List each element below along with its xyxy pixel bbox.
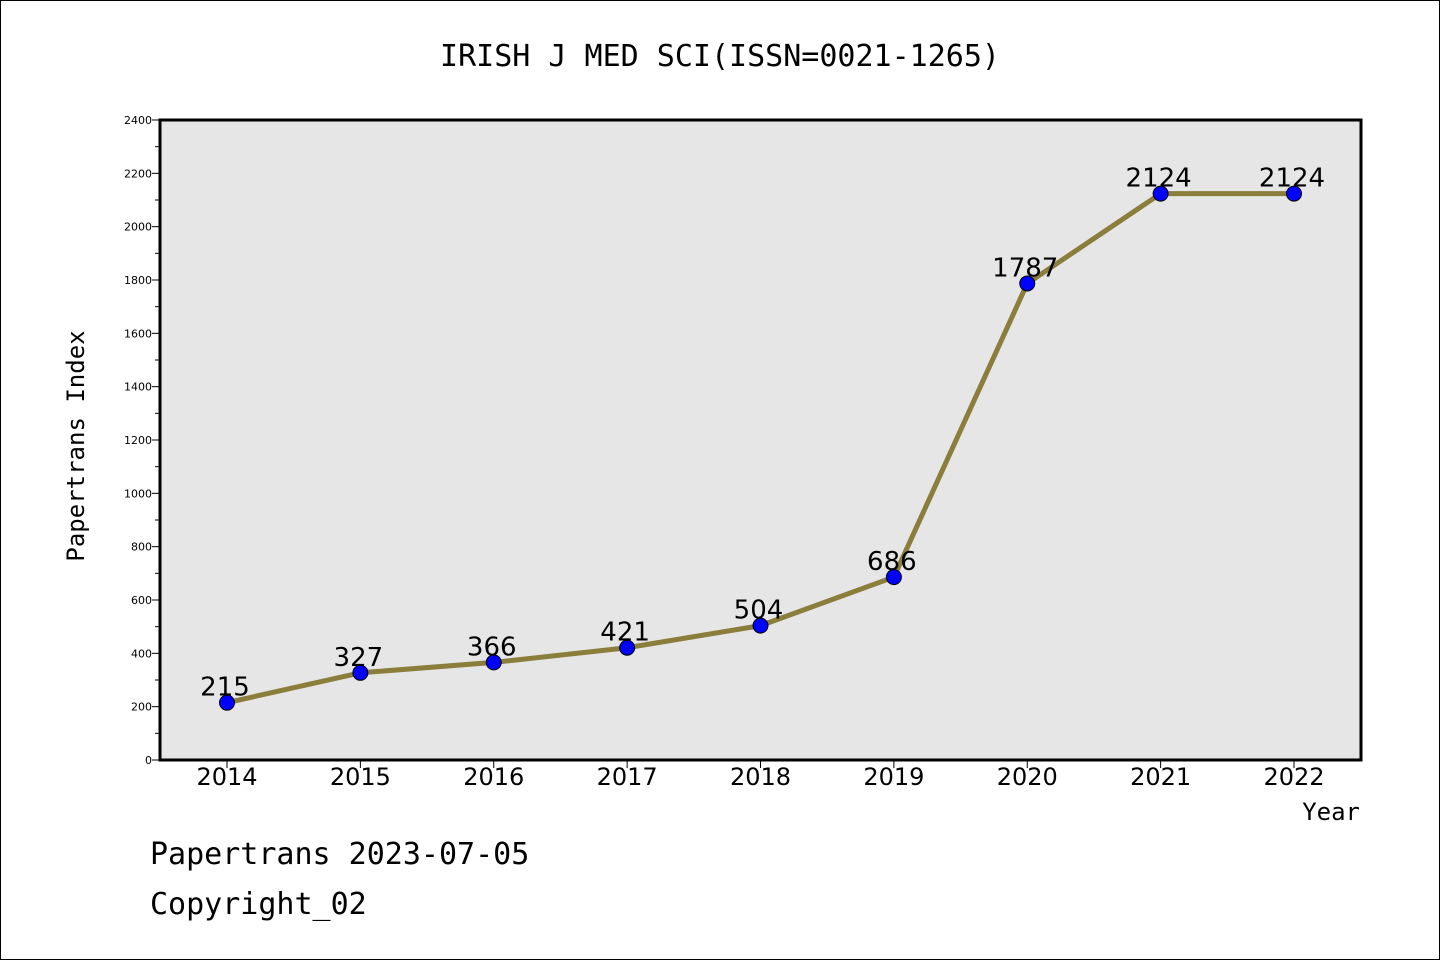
x-tick-label: 2022 bbox=[1263, 763, 1324, 791]
y-tick-label: 0 bbox=[145, 754, 152, 767]
footer-date: Papertrans 2023-07-05 bbox=[150, 837, 529, 872]
data-labels: 215 327 366 421 504 686 1787 2124 2124 bbox=[200, 164, 1325, 703]
data-label: 327 bbox=[334, 643, 384, 673]
x-tick-label: 2021 bbox=[1130, 763, 1191, 791]
data-point bbox=[352, 664, 369, 681]
y-tick-label: 2200 bbox=[124, 167, 152, 180]
y-axis-label: Papertrans Index bbox=[62, 330, 90, 561]
data-label: 215 bbox=[200, 673, 250, 703]
chart-title: IRISH J MED SCI(ISSN=0021-1265) bbox=[440, 39, 1000, 74]
data-point bbox=[1286, 185, 1302, 202]
x-tick-label: 2014 bbox=[196, 763, 257, 791]
y-tick-label: 1600 bbox=[124, 327, 152, 340]
y-tick-label: 400 bbox=[131, 647, 152, 660]
y-axis: 0 200 400 600 800 1000 1200 1400 1600 1800 2000 220… bbox=[124, 114, 160, 767]
plot-area bbox=[158, 118, 1363, 762]
data-point bbox=[219, 694, 235, 711]
data-label: 421 bbox=[600, 618, 650, 648]
x-tick-label: 2018 bbox=[730, 763, 791, 791]
y-tick-label: 1400 bbox=[124, 381, 152, 394]
data-label: 366 bbox=[467, 632, 517, 662]
data-point bbox=[619, 639, 636, 656]
x-tick-label: 2019 bbox=[863, 763, 924, 791]
y-tick-label: 2400 bbox=[124, 114, 152, 127]
x-tick-label: 2015 bbox=[330, 763, 391, 791]
data-label: 686 bbox=[867, 547, 917, 577]
y-tick-label: 1800 bbox=[124, 274, 152, 287]
y-tick-label: 1200 bbox=[124, 434, 152, 447]
series-markers bbox=[219, 185, 1302, 711]
x-tick-label: 2020 bbox=[997, 763, 1058, 791]
y-tick-label: 800 bbox=[131, 541, 152, 554]
data-label: 504 bbox=[734, 596, 784, 626]
x-axis-label: Year bbox=[1302, 798, 1360, 826]
data-point bbox=[485, 654, 502, 671]
data-point bbox=[1019, 275, 1036, 292]
data-label: 1787 bbox=[992, 253, 1058, 283]
data-label: 2124 bbox=[1126, 164, 1192, 194]
y-tick-label: 200 bbox=[131, 701, 152, 714]
y-tick-label: 2000 bbox=[124, 221, 152, 234]
x-axis: 2014 2015 2016 2017 2018 2019 2020 2021 2022 bbox=[196, 760, 1325, 791]
data-label: 2124 bbox=[1259, 164, 1325, 194]
x-tick-label: 2017 bbox=[597, 763, 658, 791]
data-point bbox=[885, 569, 902, 586]
data-point bbox=[752, 617, 769, 634]
footer-copyright: Copyright_02 bbox=[150, 887, 367, 922]
data-point bbox=[1152, 185, 1169, 202]
y-tick-label: 1000 bbox=[124, 487, 152, 500]
y-tick-label: 600 bbox=[131, 594, 152, 607]
x-tick-label: 2016 bbox=[463, 763, 524, 791]
